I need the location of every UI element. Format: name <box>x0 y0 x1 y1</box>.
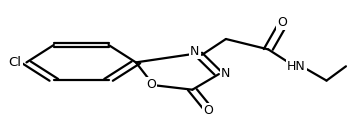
Text: O: O <box>203 104 213 117</box>
Text: O: O <box>146 78 156 91</box>
Text: Cl: Cl <box>9 56 22 69</box>
Text: N: N <box>221 67 230 80</box>
Text: O: O <box>277 16 287 29</box>
Text: HN: HN <box>287 60 306 73</box>
Text: N: N <box>190 45 199 58</box>
